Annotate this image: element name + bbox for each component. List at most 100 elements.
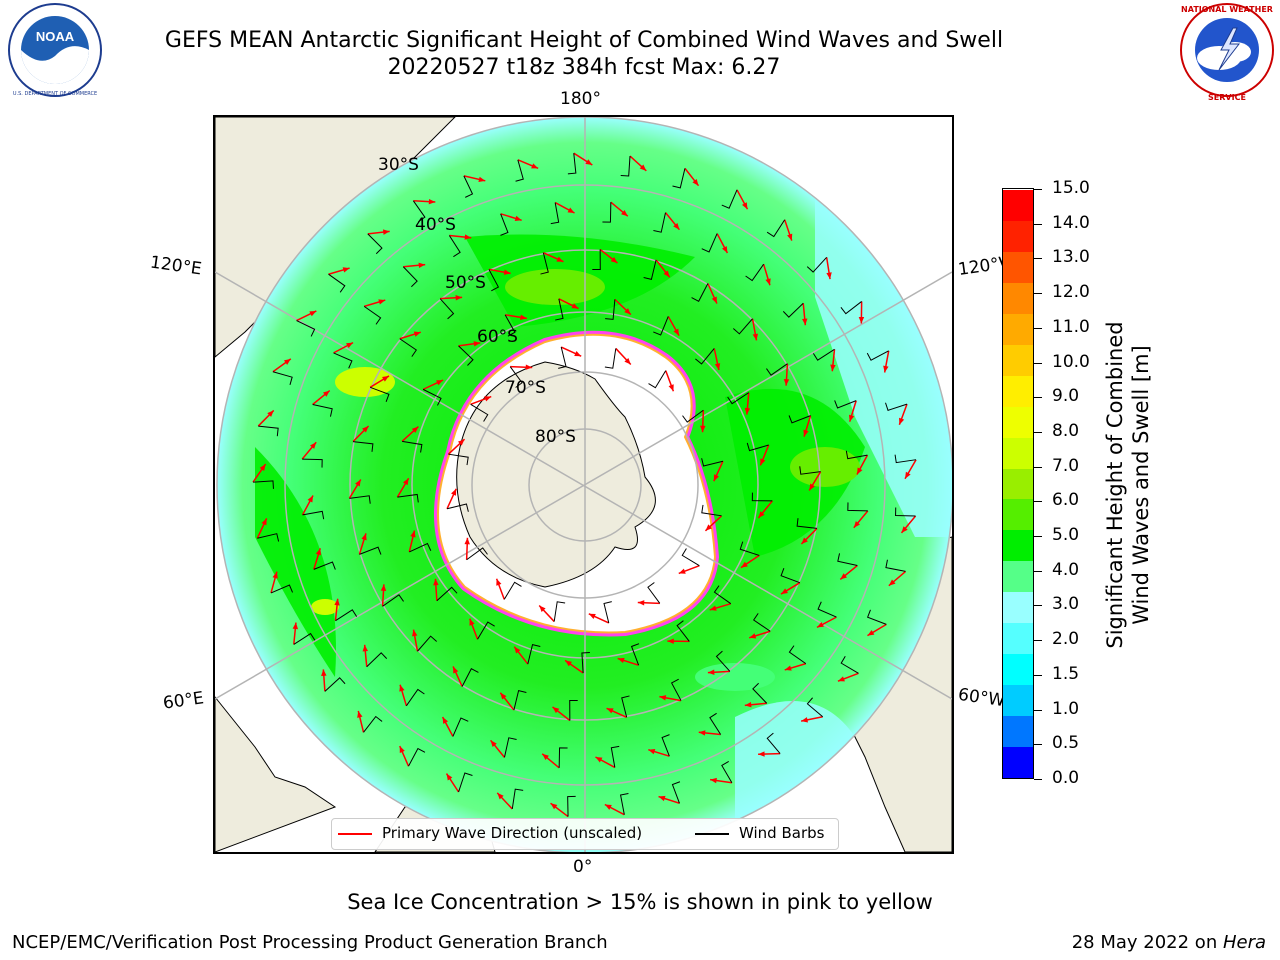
wave-arrow-head [418, 262, 426, 268]
wind-barb [766, 219, 786, 238]
wave-arrow-head [357, 710, 363, 718]
wave-arrow-head [464, 537, 470, 545]
colorbar-tick [1034, 431, 1042, 433]
wind-barb [369, 386, 390, 402]
wind-barb [670, 678, 682, 701]
wind-barb [701, 458, 724, 467]
wave-arrow-head [571, 303, 579, 309]
wind-barb [806, 257, 828, 273]
wave-direction-arrows [252, 152, 917, 818]
wave-arrow-head [514, 215, 522, 221]
wind-barb [257, 533, 280, 542]
wind-barb [709, 712, 722, 735]
colorbar-segment [1003, 189, 1033, 221]
legend-arrow-label: Primary Wave Direction (unscaled) [382, 824, 643, 842]
wave-arrow-head [673, 222, 680, 230]
colorbar-tick-label: 8.0 [1052, 420, 1080, 441]
wave-arrow-head [758, 511, 765, 518]
wave-arrow-head [705, 524, 713, 531]
wind-barb [701, 504, 722, 517]
wind-barb [701, 233, 718, 253]
colorbar-tick [1034, 605, 1042, 607]
legend-barb-label: Wind Barbs [739, 824, 825, 842]
wave-arrow-head [710, 777, 717, 784]
wind-barb [324, 677, 346, 692]
wave-arrow-head [781, 588, 788, 595]
wind-barb [296, 320, 316, 337]
wave-arrow-head [410, 530, 416, 538]
colorbar-title-line2: Wind Waves and Swell [m] [1129, 345, 1153, 625]
wave-arrow-head [802, 318, 808, 326]
wind-barb [402, 440, 423, 453]
wind-barbs [252, 153, 917, 817]
wind-barb [732, 318, 753, 335]
wind-barb [558, 747, 568, 768]
wave-arrow-head [803, 429, 809, 437]
wave-arrow-head [856, 467, 863, 475]
wave-arrow-head [399, 746, 405, 754]
legend: Primary Wave Direction (unscaled) Wind B… [331, 818, 839, 850]
wind-barb [312, 403, 333, 417]
wind-barb [567, 153, 577, 175]
wave-arrow-head [639, 164, 647, 171]
wave-arrow-head [744, 407, 751, 415]
wave-arrow-head [858, 316, 865, 324]
wave-arrow-head [585, 159, 593, 165]
wave-arrow-head [503, 269, 511, 275]
wave-arrow-head [378, 299, 386, 305]
wind-barb [503, 737, 517, 758]
colorbar-tick-label: 5.0 [1052, 525, 1080, 546]
wave-arrow-head [905, 471, 911, 479]
wave-arrow-head [742, 202, 748, 210]
colorbar-tick [1034, 258, 1042, 260]
wave-arrow-head [267, 410, 274, 417]
wind-barb [458, 345, 474, 366]
wind-barb [895, 507, 916, 517]
wind-barb [721, 760, 733, 783]
wave-arrow-head [307, 495, 314, 503]
wave-arrow-head [867, 629, 875, 636]
wind-barb [302, 458, 323, 468]
legend-arrow-swatch [338, 833, 372, 835]
map-panel: 30°S 40°S 50°S 60°S 70°S 80°S [213, 115, 954, 854]
wind-barb [272, 371, 293, 386]
wave-arrow-head [711, 296, 717, 304]
wave-arrow-head [714, 363, 721, 370]
wave-arrow-head [382, 375, 389, 382]
wind-barb [448, 453, 469, 466]
wave-arrow-head [453, 666, 459, 674]
wind-barb [422, 388, 442, 406]
wave-arrow-head [765, 278, 771, 286]
colorbar-segment [1003, 282, 1033, 314]
wave-arrow-head [606, 708, 614, 714]
wave-arrow-head [740, 561, 748, 568]
colorbar-tick [1034, 327, 1042, 329]
wind-barb [799, 466, 821, 475]
colorbar-tick-label: 2.0 [1052, 629, 1080, 650]
wind-barb [504, 314, 516, 337]
wind-barb [751, 492, 773, 502]
colorbar-tick [1034, 709, 1042, 711]
wave-arrow-head [315, 548, 321, 556]
wave-arrow-head [595, 756, 603, 763]
wind-barb [752, 613, 771, 632]
wind-barb [417, 635, 438, 652]
wind-barb [602, 202, 612, 223]
wave-arrow-head [840, 573, 848, 580]
wind-barb [581, 652, 590, 674]
wind-barb [780, 568, 801, 584]
wind-barb [540, 252, 549, 275]
wave-arrow-head [550, 803, 558, 810]
wave-arrow-head [413, 331, 421, 337]
wind-barb [452, 717, 469, 737]
wave-arrow-head [473, 341, 481, 347]
lon-label-180: 180° [560, 89, 601, 109]
wave-arrow-head [382, 229, 390, 235]
wind-barb [766, 363, 788, 376]
wind-barb [527, 644, 541, 665]
wind-barb [503, 581, 522, 600]
wave-arrow-head [451, 488, 457, 496]
wind-barb [604, 348, 617, 369]
lon-label-60e: 60°E [161, 688, 206, 714]
wind-barb [439, 298, 455, 320]
